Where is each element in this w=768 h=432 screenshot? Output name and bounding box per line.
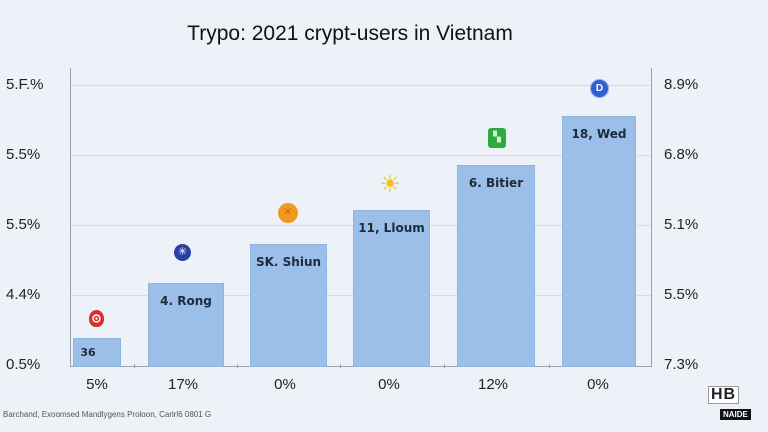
orange-coin-icon: ✕: [278, 203, 298, 223]
bar-label: 6. Bitier: [468, 176, 524, 190]
logo-bottom-text: NAIDE: [720, 409, 751, 420]
x-axis-label: 0%: [274, 376, 296, 393]
left-axis-tick: 5.F.%: [6, 76, 44, 93]
x-tick: [134, 364, 135, 368]
blue-coin-icon: D: [590, 79, 609, 98]
bar-label: 11, Lloum: [358, 221, 425, 235]
x-axis-label: 12%: [477, 376, 509, 393]
bar-label: 36: [80, 346, 96, 359]
right-axis-tick: 5.5%: [664, 286, 699, 303]
bar-label: 18, Wed: [571, 127, 627, 141]
bar-3[interactable]: SK. Shiun: [250, 244, 327, 367]
left-axis-tick: 5.5%: [6, 216, 41, 233]
bar-label: SK. Shiun: [255, 255, 322, 269]
red-swirl-icon: [89, 310, 104, 327]
right-axis-tick: 5.1%: [664, 216, 699, 233]
x-axis-label: 0%: [587, 376, 609, 393]
left-axis-tick: 0.5%: [6, 356, 41, 373]
bar-2[interactable]: 4. Rong: [148, 283, 224, 367]
logo-top-text: HB: [708, 386, 740, 404]
chart-title: Trypo: 2021 crypt-users in Vietnam: [187, 22, 513, 45]
blue-snowflake-icon: ✳: [174, 244, 191, 261]
right-axis-tick: 7.3%: [664, 356, 699, 373]
sun-icon: ☀: [379, 171, 401, 198]
watermark-logo: HB NAIDE: [708, 386, 760, 420]
x-tick: [444, 364, 445, 368]
x-tick: [340, 364, 341, 368]
green-square-icon: ▚: [488, 128, 506, 148]
bar-5[interactable]: 6. Bitier: [457, 165, 535, 367]
gridline: [71, 155, 651, 156]
x-tick: [549, 364, 550, 368]
source-footnote: Barchand, Exoomsed Mandlygens Proloon, C…: [3, 410, 212, 419]
x-axis-label: 5%: [86, 376, 108, 393]
x-tick: [237, 364, 238, 368]
bar-label: 4. Rong: [160, 294, 212, 308]
x-axis-label: 0%: [378, 376, 400, 393]
bar-4[interactable]: 11, Lloum: [353, 210, 430, 367]
bar-1[interactable]: 36: [73, 338, 121, 367]
bar-6[interactable]: 18, Wed: [562, 116, 636, 367]
left-axis-tick: 5.5%: [6, 146, 41, 163]
gridline: [71, 85, 651, 86]
right-axis-tick: 8.9%: [664, 76, 699, 93]
x-axis-label: 17%: [167, 376, 199, 393]
left-axis-tick: 4.4%: [6, 286, 41, 303]
right-axis-tick: 6.8%: [664, 146, 699, 163]
